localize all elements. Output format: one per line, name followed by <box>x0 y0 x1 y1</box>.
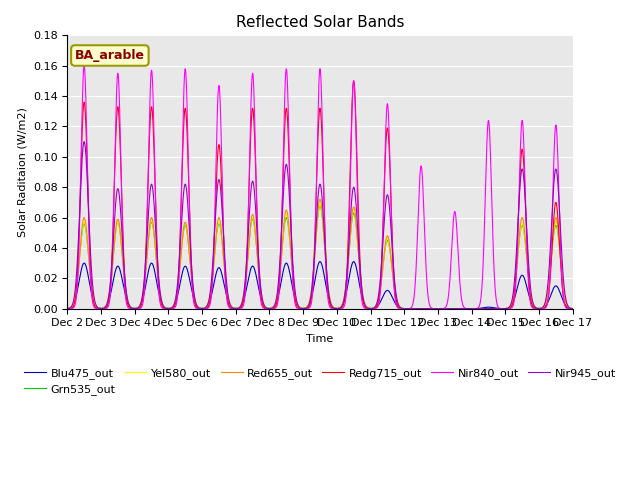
Line: Blu475_out: Blu475_out <box>33 262 573 309</box>
Redg715_out <box>451 306 459 312</box>
Redg715_out <box>451 306 459 312</box>
Nir945_out <box>29 306 37 312</box>
Grn535_out <box>29 306 37 312</box>
Nir945_out <box>323 274 331 280</box>
Nir840_out <box>323 287 331 292</box>
Text: BA_arable: BA_arable <box>75 49 145 62</box>
Grn535_out <box>316 203 324 208</box>
Line: Nir945_out: Nir945_out <box>33 142 573 309</box>
Yel580_out <box>451 306 459 312</box>
Blu475_out <box>492 305 499 311</box>
Blu475_out <box>323 288 331 294</box>
Nir840_out <box>141 268 149 274</box>
Yel580_out <box>477 306 485 312</box>
Red655_out <box>141 274 149 279</box>
Grn535_out <box>569 306 577 312</box>
Yel580_out <box>141 270 149 276</box>
Red655_out <box>451 306 459 312</box>
Nir840_out <box>492 288 499 294</box>
X-axis label: Time: Time <box>307 334 333 344</box>
Yel580_out <box>451 306 459 312</box>
Yel580_out <box>492 306 499 312</box>
Grn535_out <box>492 306 499 312</box>
Grn535_out <box>141 271 149 276</box>
Redg715_out <box>350 78 358 84</box>
Nir945_out <box>492 306 499 312</box>
Line: Redg715_out: Redg715_out <box>33 81 573 309</box>
Grn535_out <box>451 306 459 312</box>
Nir945_out <box>451 306 459 312</box>
Blu475_out <box>569 306 577 312</box>
Blu475_out <box>350 259 358 264</box>
Redg715_out <box>492 306 499 312</box>
Legend: Blu475_out, Grn535_out, Yel580_out, Red655_out, Redg715_out, Nir840_out, Nir945_: Blu475_out, Grn535_out, Yel580_out, Red6… <box>20 363 620 400</box>
Nir945_out <box>477 306 485 312</box>
Redg715_out <box>141 260 149 266</box>
Redg715_out <box>569 306 577 312</box>
Nir840_out <box>569 306 577 312</box>
Blu475_out <box>477 305 485 311</box>
Line: Nir840_out: Nir840_out <box>33 66 573 309</box>
Red655_out <box>451 306 459 312</box>
Blu475_out <box>352 264 360 269</box>
Blu475_out <box>141 285 149 290</box>
Yel580_out <box>323 274 331 280</box>
Nir840_out <box>80 63 88 69</box>
Red655_out <box>477 306 485 312</box>
Yel580_out <box>29 306 37 312</box>
Red655_out <box>492 306 499 312</box>
Red655_out <box>352 217 360 223</box>
Blu475_out <box>29 306 37 312</box>
Blu475_out <box>435 306 442 312</box>
Grn535_out <box>323 275 331 280</box>
Redg715_out <box>29 306 37 312</box>
Nir945_out <box>80 139 88 144</box>
Redg715_out <box>477 306 485 312</box>
Yel580_out <box>316 201 324 207</box>
Line: Yel580_out: Yel580_out <box>33 204 573 309</box>
Redg715_out <box>323 276 331 281</box>
Line: Grn535_out: Grn535_out <box>33 205 573 309</box>
Nir945_out <box>451 306 459 312</box>
Yel580_out <box>569 306 577 312</box>
Red655_out <box>323 278 331 284</box>
Nir840_out <box>352 131 360 137</box>
Y-axis label: Solar Raditaion (W/m2): Solar Raditaion (W/m2) <box>17 107 28 237</box>
Grn535_out <box>477 306 485 312</box>
Nir840_out <box>29 306 37 312</box>
Line: Red655_out: Red655_out <box>33 199 573 309</box>
Nir945_out <box>569 306 577 312</box>
Red655_out <box>316 196 324 202</box>
Nir945_out <box>352 201 360 206</box>
Nir945_out <box>141 260 149 265</box>
Title: Reflected Solar Bands: Reflected Solar Bands <box>236 15 404 30</box>
Red655_out <box>29 306 37 312</box>
Grn535_out <box>352 221 360 227</box>
Redg715_out <box>352 120 360 126</box>
Grn535_out <box>451 306 459 312</box>
Blu475_out <box>451 306 459 312</box>
Nir840_out <box>477 290 485 296</box>
Red655_out <box>569 306 577 312</box>
Yel580_out <box>352 219 360 225</box>
Nir840_out <box>451 209 459 215</box>
